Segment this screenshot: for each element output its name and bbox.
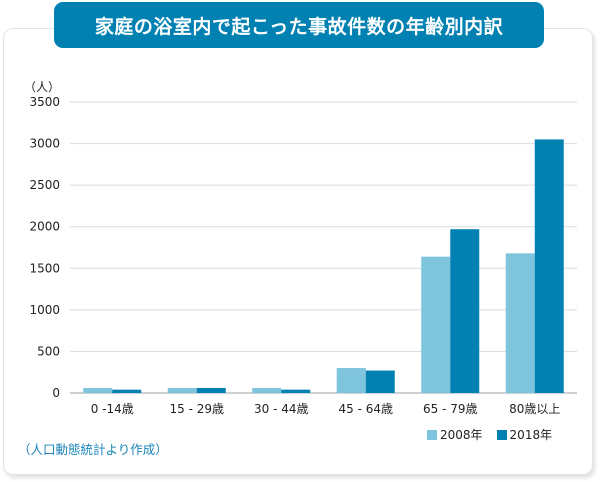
bar-2008年-4 [421, 256, 451, 393]
y-tick-label: 0 [52, 386, 60, 400]
bar-2008年-1 [167, 388, 197, 393]
x-tick-label: 15 - 29歳 [170, 402, 225, 416]
y-tick-label: 2500 [29, 178, 60, 192]
bar-2018年-0 [112, 389, 142, 393]
x-tick-label: 0 -14歳 [91, 402, 134, 416]
x-tick-label: 80歳以上 [509, 402, 560, 416]
legend-item-2018: 2018年 [496, 426, 553, 443]
legend-swatch-2008 [427, 429, 437, 440]
bar-2018年-4 [450, 229, 480, 393]
y-tick-label: 500 [37, 344, 60, 358]
legend-item-2008: 2008年 [427, 426, 483, 443]
y-tick-label: 3000 [29, 137, 60, 151]
y-tick-label: 1000 [29, 303, 60, 317]
bar-2018年-2 [281, 389, 311, 393]
source-note: （人口動態統計より作成） [18, 442, 168, 457]
legend: 2008年 2018年 [427, 426, 552, 443]
x-tick-label: 30 - 44歳 [254, 402, 309, 416]
y-tick-label: 1500 [29, 261, 60, 275]
bar-2008年-3 [336, 368, 366, 393]
legend-swatch-2018 [496, 429, 507, 440]
chart-title: 家庭の浴室内で起こった事故件数の年齢別内訳 [54, 2, 544, 48]
y-tick-label: 2000 [29, 220, 60, 234]
legend-label-2018: 2018年 [509, 428, 553, 442]
y-axis-unit-label: （人） [24, 80, 61, 94]
bar-2008年-0 [83, 388, 113, 393]
x-tick-label: 65 - 79歳 [423, 402, 478, 416]
bar-2018年-5 [534, 139, 564, 393]
x-tick-label: 45 - 64歳 [339, 402, 394, 416]
y-tick-label: 3500 [29, 95, 60, 109]
legend-label-2008: 2008年 [440, 428, 483, 442]
bar-2008年-5 [505, 253, 535, 393]
bar-2008年-2 [252, 388, 282, 393]
bar-2018年-1 [196, 388, 226, 393]
bar-2018年-3 [365, 370, 395, 393]
